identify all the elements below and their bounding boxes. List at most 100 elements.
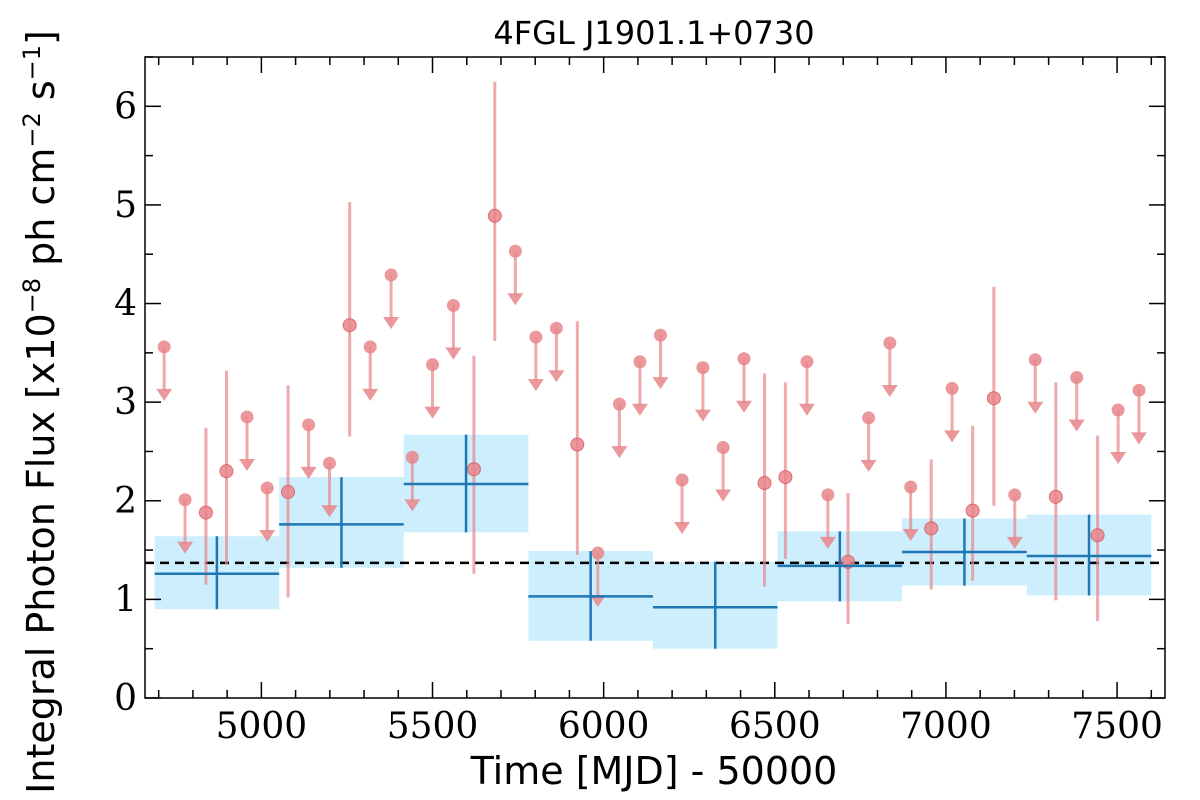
plot-frame xyxy=(144,56,1166,699)
upper-limit-arrow xyxy=(239,458,255,471)
upper-limit-point xyxy=(426,358,440,372)
y-axis-label: Integral Photon Flux [x10−8 ph cm−2 s−1] xyxy=(18,30,63,794)
y-axis-label-part: Integral Photon Flux [x10 xyxy=(19,313,63,794)
upper-limit-arrow xyxy=(424,406,441,419)
upper-limit-arrow xyxy=(404,499,421,512)
upper-limit-arrow xyxy=(1068,419,1085,432)
detection-point xyxy=(778,470,793,485)
upper-limit-arrow xyxy=(1006,536,1023,549)
upper-limit-point xyxy=(240,410,254,424)
upper-limit-arrow xyxy=(1130,432,1147,445)
upper-limit-arrow xyxy=(589,595,606,608)
x-tick-label: 6000 xyxy=(558,706,650,747)
upper-limit-point xyxy=(549,321,563,335)
upper-limit-arrow xyxy=(860,459,877,472)
detection-point xyxy=(342,318,357,333)
upper-limit-arrow xyxy=(445,347,462,360)
upper-limit-point xyxy=(322,456,336,470)
detection-point xyxy=(219,464,234,479)
y-tick-label: 5 xyxy=(114,185,137,226)
detection-point xyxy=(1048,489,1063,504)
upper-limit-point xyxy=(363,340,377,354)
y-axis-ticks: 0 1 2 3 4 5 6 xyxy=(114,56,1165,719)
upper-limit-arrow xyxy=(694,409,711,422)
upper-limit-point xyxy=(675,473,689,487)
upper-limit-arrow xyxy=(507,293,524,306)
y-tick-label: 6 xyxy=(114,86,137,127)
long-bin-crosses xyxy=(154,434,1152,649)
upper-limit-point xyxy=(862,411,876,425)
upper-limit-arrow xyxy=(652,377,669,390)
upper-limit-point xyxy=(1028,353,1042,367)
upper-limit-arrow xyxy=(362,388,379,401)
upper-limit-point xyxy=(737,352,751,366)
upper-limit-arrow xyxy=(944,430,961,443)
upper-limit-point xyxy=(696,361,710,375)
upper-limit-point xyxy=(904,480,918,494)
detection-point xyxy=(570,437,585,452)
x-tick-label: 6500 xyxy=(729,706,821,747)
detection-point xyxy=(757,476,772,491)
upper-limit-point xyxy=(633,355,647,369)
upper-limit-arrow xyxy=(674,522,691,535)
upper-limit-point xyxy=(591,546,605,560)
upper-limit-point xyxy=(260,481,274,495)
detection-point xyxy=(1090,528,1105,543)
upper-limit-point xyxy=(1070,371,1084,384)
x-tick-label: 7000 xyxy=(900,706,992,747)
upper-limit-arrow xyxy=(798,403,815,416)
upper-limit-arrow xyxy=(527,379,544,392)
detection-point xyxy=(924,521,939,536)
upper-limit-point xyxy=(384,268,398,282)
upper-limit-arrow xyxy=(1027,401,1044,414)
y-tick-label: 0 xyxy=(114,678,137,719)
x-axis-label: Time [MJD] - 50000 xyxy=(470,749,838,793)
upper-limit-point xyxy=(800,355,814,369)
upper-limit-arrow xyxy=(819,536,836,549)
x-axis-ticks: 5000 5500 6000 6500 7000 7500 xyxy=(157,57,1163,747)
upper-limit-point xyxy=(405,450,419,464)
detection-point xyxy=(965,503,980,518)
upper-limit-point xyxy=(446,299,460,313)
upper-limit-arrow xyxy=(735,400,752,413)
long-bin-bands xyxy=(154,434,1152,649)
x-tick-label: 5000 xyxy=(216,706,308,747)
y-axis-label-exponent: −1 xyxy=(18,45,46,80)
y-axis-label-part: s xyxy=(19,80,63,112)
upper-limit-arrow xyxy=(321,505,338,518)
upper-limit-point xyxy=(1132,383,1146,397)
upper-limit-point xyxy=(529,330,543,344)
upper-limit-arrow xyxy=(156,388,173,401)
upper-limit-arrow xyxy=(383,316,400,329)
x-tick-label: 5500 xyxy=(387,706,479,747)
upper-limit-point xyxy=(945,381,959,395)
detection-point xyxy=(986,391,1001,406)
upper-limit-point xyxy=(302,418,316,432)
y-tick-label: 1 xyxy=(114,579,137,620)
y-axis-label-part: ] xyxy=(19,30,63,45)
y-axis-label-exponent: −2 xyxy=(18,112,46,147)
upper-limit-arrow xyxy=(881,384,898,397)
y-tick-label: 4 xyxy=(114,284,137,325)
y-tick-label: 3 xyxy=(114,382,137,423)
upper-limit-arrow xyxy=(715,489,732,502)
detection-point xyxy=(281,484,296,499)
upper-limit-arrow xyxy=(259,529,276,542)
upper-limit-point xyxy=(508,244,522,258)
upper-limit-point xyxy=(716,441,730,455)
upper-limit-point xyxy=(653,328,667,342)
upper-limit-arrow xyxy=(902,528,919,541)
detection-point xyxy=(487,208,502,223)
upper-limit-arrow xyxy=(548,370,565,383)
upper-limit-arrow xyxy=(631,403,648,416)
y-axis-label-exponent: −8 xyxy=(18,278,46,313)
upper-limit-point xyxy=(157,340,171,354)
upper-limit-point xyxy=(1111,403,1125,417)
upper-limit-point xyxy=(883,336,897,350)
upper-limit-point xyxy=(612,397,626,411)
chart-title: 4FGL J1901.1+0730 xyxy=(493,14,814,52)
upper-limit-point xyxy=(821,488,835,502)
x-tick-label: 7500 xyxy=(1071,706,1163,747)
detection-point xyxy=(198,505,213,520)
